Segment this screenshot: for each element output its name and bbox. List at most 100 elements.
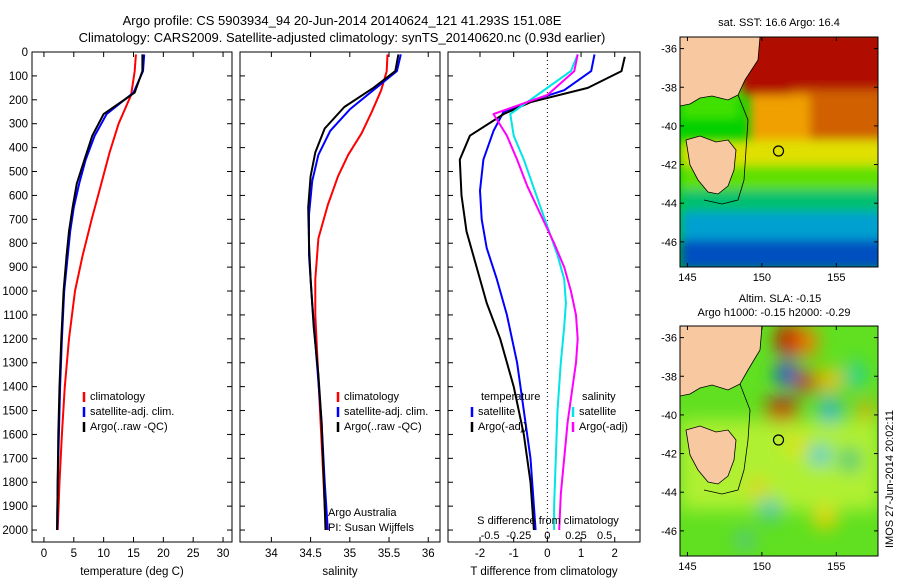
temperature-legend-label: climatology	[90, 391, 146, 403]
map-lat-label: -36	[661, 44, 677, 56]
temperature-axes-box	[31, 51, 233, 543]
series-line-temperature-argo-adj-	[458, 56, 626, 531]
map-lat-label: -42	[661, 160, 677, 172]
difference-legend-label: satellite	[478, 406, 515, 418]
salinity-xtick-label: 34	[265, 548, 278, 560]
sla-map-subtitle: Argo h1000: -0.15 h2000: -0.29	[698, 307, 851, 319]
map-lon-label: 145	[678, 272, 696, 284]
salinity-xtick-label: 34.5	[299, 548, 321, 560]
salinity-legend-label: satellite-adj. clim.	[344, 406, 428, 418]
sst-map-ticks: -36 -38 -40 -42 -44 -46 145 150 155	[661, 37, 878, 284]
depth-tick-label: 1800	[2, 477, 28, 489]
depth-tick-label: 100	[9, 71, 28, 83]
temperature-xtick-label: 25	[187, 548, 200, 560]
temperature-legend-label: Argo(..raw -QC)	[90, 421, 168, 433]
annotation-institution: Argo Australia	[328, 507, 397, 519]
annotation-pi: PI: Susan Wijffels	[328, 522, 414, 534]
sla-map-ticks: -36 -38 -40 -42 -44 -46 145 150 155	[661, 326, 878, 573]
salinity-difference-tick-label: -0.25	[506, 530, 531, 542]
depth-tick-label: 900	[9, 262, 28, 274]
salinity-difference-tick-label: 0.25	[565, 530, 586, 542]
salinity-panel: 34 34.5 35 35.5 36 salinity climatology satelli…	[239, 51, 441, 578]
temperature-xtick-label: 5	[71, 548, 77, 560]
depth-tick-label: 300	[9, 119, 28, 131]
difference-xlabel: T difference from climatology	[470, 566, 617, 578]
difference-legend-label: salinity	[582, 391, 616, 403]
sla-map-frame	[679, 325, 879, 557]
sst-map-title: sat. SST: 16.6 Argo: 16.4	[718, 17, 840, 29]
map-lat-label: -40	[661, 410, 677, 422]
map-lat-label: -46	[661, 237, 677, 249]
series-line-argo-raw-qc-	[56, 54, 144, 531]
temperature-xtick-label: 30	[217, 548, 230, 560]
salinity-xlabel: salinity	[322, 566, 357, 578]
map-lat-label: -38	[661, 371, 677, 383]
map-lat-label: -42	[661, 449, 677, 461]
map-lon-label: 150	[753, 272, 771, 284]
salinity-xtick-label: 36	[422, 548, 435, 560]
map-lon-label: 150	[753, 561, 771, 573]
salinity-axes-box	[239, 51, 441, 543]
map-lon-label: 145	[678, 561, 696, 573]
series-line-climatology	[56, 54, 137, 531]
depth-tick-label: 700	[9, 214, 28, 226]
map-lat-label: -36	[661, 333, 677, 345]
map-lon-label: 155	[827, 272, 845, 284]
depth-tick-label: 600	[9, 190, 28, 202]
depth-tick-label: 1600	[2, 429, 28, 441]
depth-tick-label: 1400	[2, 382, 28, 394]
map-lat-label: -40	[661, 121, 677, 133]
series-line-salinity-argo-adj-	[492, 54, 579, 531]
sst-argo-marker	[772, 145, 785, 157]
series-line-satellite-adj-clim-	[56, 54, 146, 531]
depth-tick-label: 500	[9, 167, 28, 179]
temperature-panel: 0 5 10 15 20 25 300100200300400500600700800900…	[2, 47, 233, 578]
sla-map	[680, 326, 878, 556]
temperature-xtick-label: 10	[97, 548, 110, 560]
imos-stamp: IMOS 27-Jun-2014 20:02:11	[884, 410, 896, 548]
difference-xtick-label: 2	[612, 548, 618, 560]
sla-argo-marker	[772, 434, 785, 446]
difference-legend-label: temperature	[481, 391, 540, 403]
salinity-xtick-label: 35.5	[378, 548, 400, 560]
depth-tick-label: 1000	[2, 286, 28, 298]
depth-tick-label: 400	[9, 143, 28, 155]
temperature-legend-label: satellite-adj. clim.	[90, 406, 174, 418]
temperature-xtick-label: 0	[41, 548, 47, 560]
salinity-legend-label: Argo(..raw -QC)	[344, 421, 422, 433]
difference-xtick-label: 0	[544, 548, 550, 560]
depth-tick-label: 200	[9, 95, 28, 107]
depth-tick-label: 0	[22, 47, 28, 59]
map-lat-label: -38	[661, 82, 677, 94]
depth-tick-label: 1300	[2, 358, 28, 370]
title-line-1: Argo profile: CS 5903934_94 20-Jun-2014 …	[123, 13, 562, 28]
difference-xtick-label: -2	[475, 548, 485, 560]
sla-map-title: Altim. SLA: -0.15	[739, 293, 822, 305]
map-lat-label: -44	[661, 487, 677, 499]
difference-xtick-label: 1	[578, 548, 584, 560]
difference-legend-label: satellite	[579, 406, 616, 418]
depth-tick-label: 1700	[2, 453, 28, 465]
series-line-temperature-satellite	[479, 54, 596, 531]
salinity-xtick-label: 35	[343, 548, 356, 560]
map-lon-label: 155	[827, 561, 845, 573]
temperature-xtick-label: 20	[157, 548, 170, 560]
difference-axes-box	[447, 51, 641, 543]
title-line-2: Climatology: CARS2009. Satellite-adjuste…	[79, 30, 606, 45]
depth-tick-label: 800	[9, 238, 28, 250]
depth-tick-label: 1900	[2, 501, 28, 513]
map-lat-label: -46	[661, 526, 677, 538]
depth-tick-label: 1100	[3, 310, 28, 322]
temperature-xtick-label: 15	[127, 548, 140, 560]
salinity-legend-label: climatology	[344, 391, 400, 403]
salinity-difference-tick-label: -0.5	[481, 530, 500, 542]
difference-xtick-label: -1	[509, 548, 519, 560]
sst-map	[680, 37, 878, 267]
depth-tick-label: 2000	[2, 525, 28, 537]
depth-tick-label: 1200	[2, 334, 28, 346]
difference-panel: -2 -1 0 1 2 T difference from climatology temp…	[447, 51, 641, 578]
difference-xlabel-top: S difference from climatology	[477, 515, 619, 527]
temperature-xlabel: temperature (deg C)	[80, 566, 184, 578]
series-line-salinity-satellite	[509, 54, 579, 530]
difference-legend-label: Argo(-adj)	[579, 421, 628, 433]
